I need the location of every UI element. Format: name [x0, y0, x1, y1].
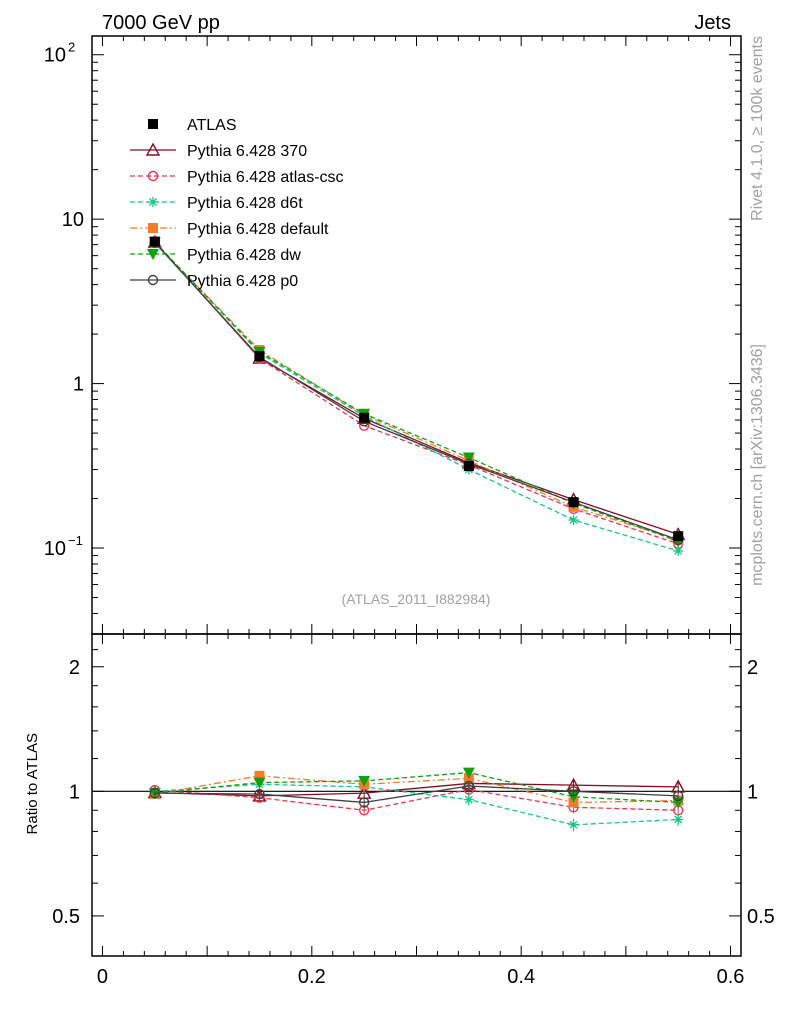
ratio-point [254, 770, 265, 781]
ratio-y-tick-label-right: 0.5 [747, 906, 775, 928]
legend-marker [148, 119, 158, 129]
ratio-point [672, 790, 684, 802]
ratio-point [254, 788, 265, 800]
ratio-point [568, 819, 579, 830]
ratio-line [154, 782, 679, 797]
legend-marker [148, 197, 158, 207]
legend-marker [148, 223, 158, 233]
legend-entry: Pythia 6.428 default [130, 221, 329, 238]
series-atlas [149, 236, 684, 542]
ratio-point [253, 777, 266, 789]
x-tick-label: 0 [97, 966, 108, 988]
y-tick-exponent: −1 [68, 533, 83, 548]
ratio-line [154, 775, 679, 804]
ratio-y-tick-label-right: 2 [747, 657, 758, 679]
legend-label: Pythia 6.428 default [187, 221, 329, 238]
y-tick-label: 10 [44, 45, 66, 67]
ratio-ylabel: Ratio to ATLAS [24, 733, 41, 834]
legend-marker [147, 274, 159, 286]
y-tick-label: 1 [73, 374, 84, 396]
ratio-y-tick-label: 1 [69, 781, 80, 803]
legend-entry: Pythia 6.428 p0 [130, 273, 298, 290]
rivet-label: Rivet 4.1.0, ≥ 100k events [749, 36, 766, 221]
series-line [154, 241, 679, 542]
ratio-point [149, 787, 161, 799]
legend-marker [147, 170, 159, 182]
legend-label: Pythia 6.428 p0 [187, 273, 298, 290]
ratio-point [463, 780, 475, 792]
analysis-label: (ATLAS_2011_I882984) [342, 591, 491, 607]
legend-label: Pythia 6.428 dw [187, 247, 301, 264]
ratio-y-tick-label: 0.5 [52, 906, 80, 928]
ratio-line [154, 785, 679, 804]
x-tick-label: 0.2 [298, 966, 326, 988]
legend-label: Pythia 6.428 d6t [187, 195, 303, 212]
ratio-line [154, 788, 679, 811]
ratio-point [358, 797, 370, 808]
data-point [462, 452, 475, 464]
legend-marker [145, 142, 161, 156]
ratio-line [154, 771, 679, 804]
legend-label: Pythia 6.428 atlas-csc [187, 169, 344, 186]
legend-marker [147, 249, 159, 260]
ratio-point [672, 797, 685, 809]
ratio-series-pythia-6-428-d6t [149, 779, 684, 832]
series-line [154, 240, 679, 545]
ratio-point [568, 786, 579, 797]
y-tick-label: 10 [62, 209, 84, 231]
series-line [154, 242, 679, 541]
legend-label: ATLAS [187, 117, 237, 134]
ratio-point [462, 767, 475, 779]
legend-entry: Pythia 6.428 d6t [130, 195, 303, 212]
data-point [568, 515, 579, 526]
y-tick-label: 10 [44, 538, 66, 560]
ratio-series-pythia-6-428-atlas-csc [149, 784, 684, 817]
ratio-line [154, 783, 679, 826]
legend-label: Pythia 6.428 370 [187, 143, 307, 160]
ratio-point [463, 794, 474, 805]
x-tick-label: 0.6 [717, 966, 745, 988]
legend-entry: Pythia 6.428 370 [130, 142, 307, 160]
ratio-point [358, 775, 371, 787]
header-left: 7000 GeV pp [102, 12, 220, 34]
ratio-series-pythia-6-428-default [149, 770, 684, 809]
mcplots-label: mcplots.cern.ch [arXiv:1306.3436] [749, 344, 766, 586]
ratio-y-tick-label-right: 1 [747, 781, 758, 803]
ratio-y-tick-label: 2 [69, 657, 80, 679]
legend-entry: ATLAS [148, 117, 237, 134]
data-point [673, 545, 684, 556]
series-line [154, 242, 679, 541]
legend-entry: Pythia 6.428 atlas-csc [130, 169, 344, 186]
legend-entry: Pythia 6.428 dw [130, 247, 301, 264]
x-tick-label: 0.4 [507, 966, 535, 988]
ratio-series-pythia-6-428-p0 [149, 780, 684, 809]
y-tick-exponent: 2 [68, 40, 75, 55]
ratio-point [673, 814, 684, 825]
header-right: Jets [694, 12, 731, 34]
